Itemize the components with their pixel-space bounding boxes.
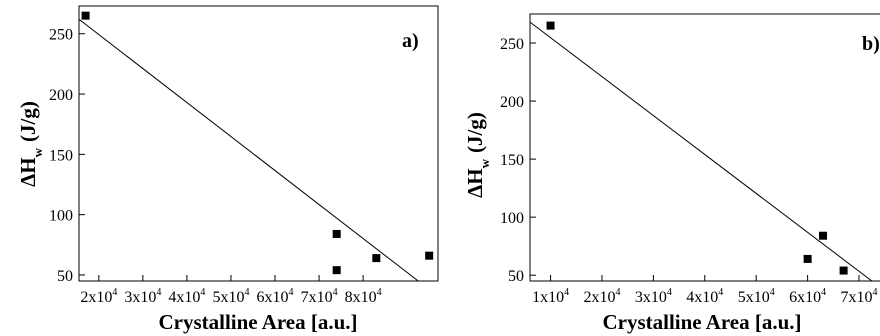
y-axis-title: ΔHw (J/g)	[16, 101, 45, 187]
plot-frame	[78, 5, 439, 282]
x-tick-label: 5x104	[212, 287, 249, 306]
x-tick-label: 8x104	[345, 287, 382, 306]
y-axis-title-unit: (J/g)	[463, 112, 487, 153]
y-axis-title-main: ΔH	[463, 168, 487, 198]
y-axis-title-sub: w	[30, 147, 45, 157]
data-point	[819, 231, 828, 240]
x-tick-label: 2x104	[583, 287, 620, 306]
x-tick-label: 3x104	[635, 287, 672, 306]
y-tick-label: 250	[49, 27, 73, 44]
data-point	[81, 11, 90, 20]
x-tick-label: 5x104	[738, 287, 775, 306]
x-tick-label: 6x104	[789, 287, 826, 306]
y-tick-label: 150	[500, 152, 524, 169]
x-tick-label: 7x104	[841, 287, 878, 306]
panel-label: a)	[402, 30, 419, 52]
data-point	[332, 229, 341, 238]
data-point	[332, 266, 341, 275]
y-tick-label: 50	[508, 268, 524, 285]
x-tick-label: 4x104	[168, 287, 205, 306]
data-point	[839, 266, 848, 275]
x-tick-label: 6x104	[257, 287, 294, 306]
y-tick-label: 200	[49, 87, 73, 104]
x-tick-label: 1x104	[532, 287, 569, 306]
plot-frame	[529, 13, 880, 282]
fit-line	[529, 21, 873, 282]
y-tick-label: 50	[57, 268, 73, 285]
x-tick-label: 7x104	[301, 287, 338, 306]
axis-ticks	[530, 42, 860, 281]
data-point	[803, 254, 812, 263]
axis-ticks	[79, 33, 364, 281]
data-point	[425, 251, 434, 260]
data-point	[372, 254, 381, 263]
tick-labels: 1x104 2x104 3x104 4x104 5x104 6x104 7x104 50 100…	[500, 36, 878, 306]
y-axis-title-main: ΔH	[16, 157, 40, 187]
y-tick-label: 250	[500, 36, 524, 53]
panel-label: b)	[862, 33, 880, 55]
x-tick-label: 4x104	[686, 287, 723, 306]
y-tick-label: 200	[500, 94, 524, 111]
y-axis-title-sub: w	[477, 158, 492, 168]
x-axis-title: Crystalline Area [a.u.]	[158, 310, 357, 334]
panel-a: 2x104 3x104 4x104 5x104 6x104 7x104 8x104 50 100…	[16, 5, 439, 334]
data-point	[546, 21, 555, 30]
x-tick-label: 3x104	[124, 287, 161, 306]
fit-line	[78, 18, 419, 282]
data-points	[546, 21, 848, 275]
y-tick-label: 150	[49, 147, 73, 164]
panel-b: 1x104 2x104 3x104 4x104 5x104 6x104 7x104 50 100…	[463, 13, 880, 334]
tick-labels: 2x104 3x104 4x104 5x104 6x104 7x104 8x104 50 100…	[49, 27, 382, 306]
x-axis-title: Crystalline Area [a.u.]	[602, 310, 801, 334]
data-points	[81, 11, 434, 275]
y-axis-title: ΔHw (J/g)	[463, 112, 492, 198]
y-tick-label: 100	[500, 210, 524, 227]
y-tick-label: 100	[49, 208, 73, 225]
y-axis-title-unit: (J/g)	[16, 101, 40, 142]
x-tick-label: 2x104	[80, 287, 117, 306]
